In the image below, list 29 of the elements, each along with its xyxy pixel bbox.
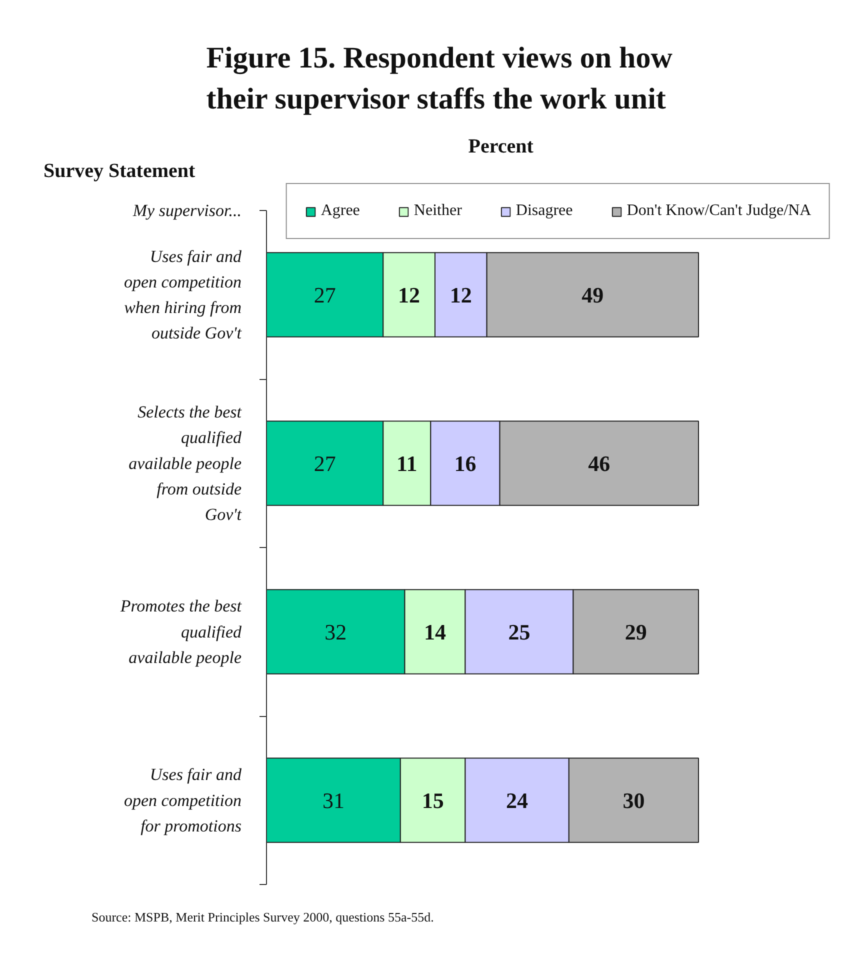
source-note: Source: MSPB, Merit Principles Survey 2000, questions 55a-55d. <box>92 910 434 924</box>
data-label: 25 <box>508 619 530 644</box>
legend-label: Neither <box>414 202 462 220</box>
x-axis-title: Percent <box>468 136 534 158</box>
data-label: 30 <box>622 788 645 813</box>
data-label: 27 <box>314 450 336 476</box>
data-label: 16 <box>454 450 476 476</box>
data-label: 32 <box>324 619 347 644</box>
legend-label: Agree <box>320 202 360 220</box>
data-label: 46 <box>588 450 610 476</box>
text: My supervisor... <box>132 201 242 220</box>
data-label: 12 <box>450 282 472 308</box>
y-tick-label: Uses fair and open competition when hiring from outside Gov't <box>124 246 243 343</box>
data-label: 24 <box>506 788 528 813</box>
data-label: 29 <box>624 619 647 644</box>
legend-label: Disagree <box>516 202 573 220</box>
data-label: 12 <box>398 282 420 308</box>
data-label: 11 <box>396 450 418 476</box>
y-axis-title: Survey Statement <box>44 160 196 182</box>
data-label: 14 <box>424 619 446 644</box>
data-label: 31 <box>322 788 344 813</box>
data-label: 49 <box>582 282 604 308</box>
data-label: 15 <box>422 788 444 813</box>
data-label: 27 <box>314 282 336 308</box>
y-tick-label: Uses fair and open competition for promotions <box>124 765 242 836</box>
y-tick-label: Promotes the best qualified available people <box>119 596 243 667</box>
chart-title: Figure 15. Respondent views on how their supervisor staffs the work unit <box>206 41 673 116</box>
y-tick-label: Selects the best qualified available people from outside Gov't <box>128 402 243 524</box>
legend-label: Don't Know/Can't Judge/NA <box>626 202 812 220</box>
